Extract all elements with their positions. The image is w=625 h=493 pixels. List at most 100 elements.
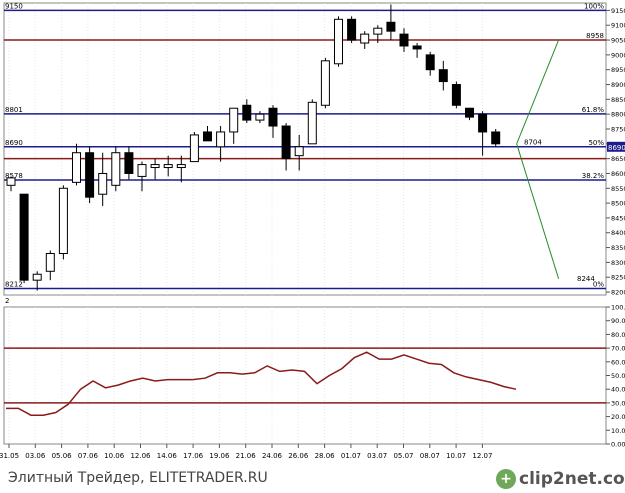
- bullish-candle: [320, 60, 330, 106]
- y-tick-label: 9100: [611, 22, 625, 30]
- bearish-candle: [85, 152, 95, 198]
- bullish-candle: [6, 177, 16, 186]
- bearish-candle: [425, 54, 435, 71]
- osc-y-tick-label: 20.00: [611, 413, 625, 421]
- price-panel: [3, 2, 607, 296]
- bearish-candle: [203, 131, 212, 142]
- fib-level-left-label: 8801: [5, 106, 23, 114]
- bullish-candle: [334, 18, 343, 65]
- current-price-label: 8690: [608, 144, 625, 152]
- y-tick-label: 8200: [611, 289, 625, 297]
- bullish-candle: [294, 146, 304, 157]
- bearish-candle: [478, 113, 488, 133]
- x-tick-label: 17.06: [183, 452, 204, 460]
- x-tick-label: 10.07: [446, 452, 466, 460]
- x-tick-label: 12.06: [130, 452, 151, 460]
- bearish-candle: [242, 104, 252, 121]
- chart-area: 2 9150 100% 8958 8801 61.8% 8690 50% 8578 38.2% 8…: [0, 2, 625, 460]
- fib-level-right-label: 100%: [584, 2, 604, 10]
- fib-level-right-label: 61.8%: [582, 106, 605, 114]
- fib-level-left-label: 8690: [5, 139, 23, 147]
- bearish-candle: [465, 107, 474, 118]
- osc-y-tick-label: 30.00: [611, 399, 625, 407]
- osc-y-tick-label: 90.00: [611, 317, 625, 325]
- fib-level-right-label: 38.2%: [582, 172, 605, 180]
- bearish-candle: [268, 107, 278, 127]
- fib-level-right-label: 50%: [588, 139, 604, 147]
- bullish-candle: [150, 164, 160, 169]
- logo-text: clip2net.com: [519, 469, 625, 489]
- x-tick-label: 12.07: [472, 452, 492, 460]
- osc-y-tick-label: 70.00: [611, 345, 625, 353]
- current-price-box: [607, 141, 625, 152]
- osc-y-tick-label: 10.00: [611, 427, 625, 435]
- bullish-candle: [373, 27, 383, 35]
- x-tick-label: 07.06: [78, 452, 99, 460]
- x-tick-label: 28.06: [315, 452, 336, 460]
- x-tick-label: 14.06: [157, 452, 178, 460]
- bearish-candle: [124, 152, 134, 174]
- y-tick-label: 8900: [611, 81, 625, 89]
- fib-level-left-label: 8212: [5, 280, 23, 288]
- x-tick-label: 10.06: [104, 452, 125, 460]
- bearish-candle: [412, 45, 422, 50]
- x-tick-label: 19.06: [209, 452, 230, 460]
- price-marker-label: 8244: [577, 275, 595, 283]
- bullish-candle: [72, 152, 81, 183]
- y-tick-label: 8400: [611, 229, 625, 237]
- oscillator-line: [6, 351, 517, 416]
- footer-credit: Элитный Трейдер, ELITETRADER.RU: [8, 470, 268, 486]
- bullish-candle: [176, 164, 186, 169]
- osc-y-tick-label: 40.00: [611, 386, 625, 394]
- bearish-candle: [451, 84, 461, 106]
- y-tick-label: 8950: [611, 66, 625, 74]
- osc-y-tick-label: 60.00: [611, 358, 625, 366]
- y-tick-label: 8600: [611, 170, 625, 178]
- fib-fan-lower-line: [516, 143, 560, 279]
- bullish-candle: [360, 33, 370, 44]
- x-tick-label: 01.07: [341, 452, 361, 460]
- bearish-candle: [347, 18, 357, 41]
- x-tick-label: 24.06: [262, 452, 283, 460]
- bullish-candle: [111, 152, 121, 186]
- x-tick-label: 31.05: [0, 452, 19, 460]
- footer: Элитный Трейдер, ELITETRADER.RU + clip2n…: [0, 464, 625, 493]
- y-tick-label: 8750: [611, 125, 625, 133]
- bearish-candle: [19, 193, 29, 281]
- plus-icon: +: [496, 469, 516, 489]
- x-tick-label: 05.07: [393, 452, 413, 460]
- price-marker-label: 8704: [524, 139, 542, 147]
- x-tick-label: 03.07: [367, 452, 387, 460]
- clip2net-logo[interactable]: + clip2net.com: [496, 468, 625, 490]
- fib-level-left-label: 9150: [5, 2, 23, 10]
- y-tick-label: 8650: [611, 155, 625, 163]
- bullish-candle: [255, 113, 265, 121]
- fib-level-right-label: 0%: [593, 280, 604, 288]
- bullish-candle: [216, 131, 226, 148]
- x-tick-label: 08.07: [420, 452, 440, 460]
- bullish-candle: [229, 107, 239, 133]
- osc-y-tick-label: 0.00: [611, 441, 625, 449]
- bullish-candle: [32, 273, 42, 281]
- bullish-candle: [137, 164, 147, 177]
- x-tick-label: 26.06: [288, 452, 309, 460]
- y-tick-label: 8350: [611, 244, 625, 252]
- x-tick-label: 21.06: [236, 452, 257, 460]
- y-tick-label: 8500: [611, 200, 625, 208]
- bearish-candle: [386, 21, 396, 32]
- osc-y-tick-label: 50.00: [611, 372, 625, 380]
- bullish-candle: [58, 187, 68, 254]
- fib-level-right-label: 8958: [586, 32, 604, 40]
- fib-level-left-label: 8578: [5, 172, 23, 180]
- bearish-candle: [491, 131, 501, 145]
- bullish-candle: [98, 172, 108, 195]
- y-tick-label: 8550: [611, 185, 625, 193]
- y-tick-label: 8850: [611, 96, 625, 104]
- y-tick-label: 8450: [611, 214, 625, 222]
- y-tick-label: 8300: [611, 259, 625, 267]
- bullish-candle: [307, 101, 317, 145]
- y-tick-label: 8250: [611, 274, 625, 282]
- x-tick-label: 05.06: [52, 452, 73, 460]
